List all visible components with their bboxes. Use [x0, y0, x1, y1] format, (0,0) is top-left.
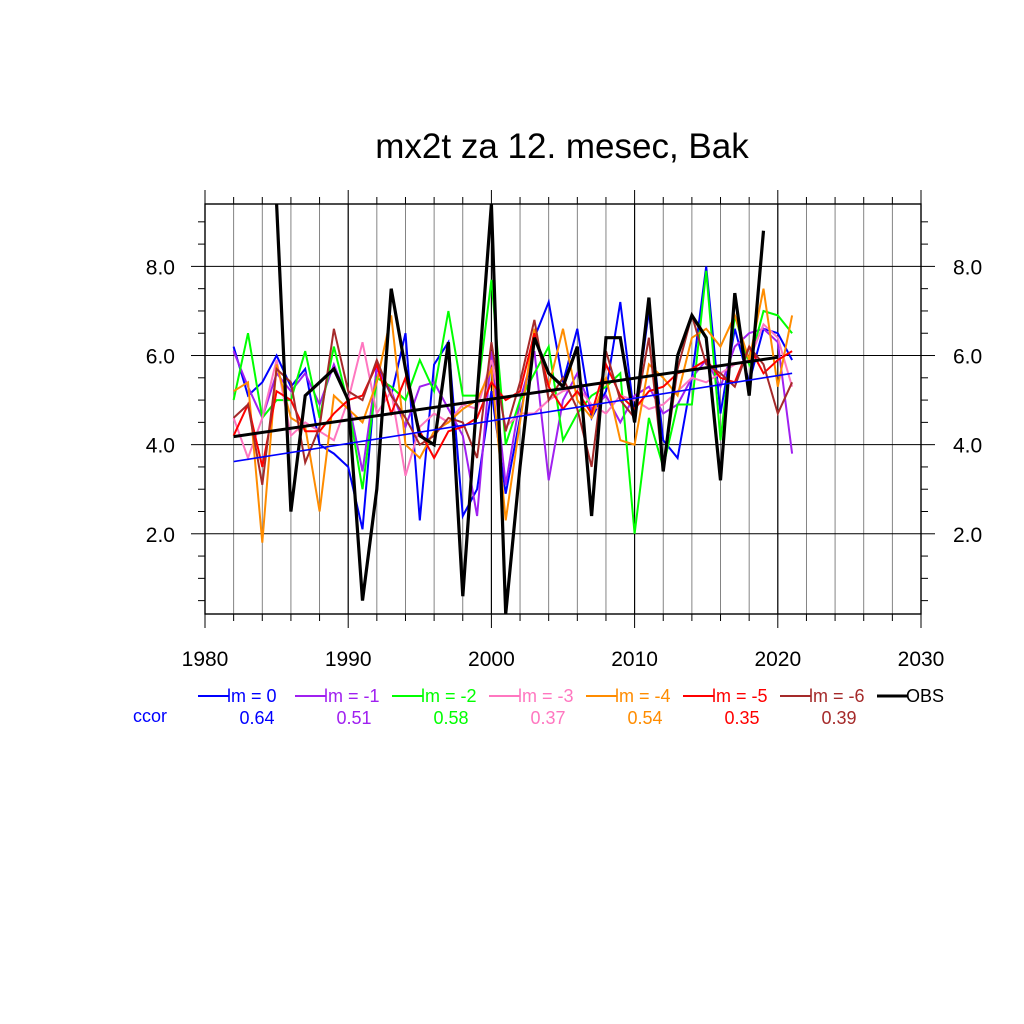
- y-tick-label: 4.0: [146, 435, 175, 458]
- series-line: [232, 322, 794, 477]
- y-tick-label: 6.0: [146, 346, 175, 369]
- legend-label: lm = -1: [324, 686, 380, 706]
- y-tick-label: 2.0: [953, 524, 982, 547]
- y-tick-label: 4.0: [953, 435, 982, 458]
- legend-label: lm = 0: [227, 686, 277, 706]
- x-tick-label: 1990: [325, 648, 372, 671]
- y-tick-label: 8.0: [953, 256, 982, 279]
- ticks: 1980 1990 2000 2010 2020 2030 2.0 2.0 4.0 4.0 6.0 6…: [146, 190, 982, 671]
- legend-label: lm = -4: [615, 686, 671, 706]
- ccor-value: 0.64: [239, 708, 274, 728]
- ccor-label: ccor: [133, 706, 167, 726]
- trend-line: [233, 355, 779, 439]
- legend-label: OBS: [906, 686, 944, 706]
- y-tick-label: 6.0: [953, 346, 982, 369]
- ccor-value: 0.54: [627, 708, 662, 728]
- series-line: [275, 203, 766, 615]
- x-tick-label: 2000: [468, 648, 515, 671]
- series-line: [233, 288, 794, 543]
- legend-label: lm = -2: [421, 686, 477, 706]
- ccor-value: 0.35: [724, 708, 759, 728]
- x-tick-label: 2030: [898, 648, 945, 671]
- legend-label: lm = -5: [712, 686, 768, 706]
- x-tick-label: 1980: [182, 648, 229, 671]
- y-tick-label: 2.0: [146, 524, 175, 547]
- series-line: [232, 311, 794, 485]
- x-tick-label: 2020: [754, 648, 801, 671]
- legend-label: lm = -3: [518, 686, 574, 706]
- ccor-value: 0.37: [530, 708, 565, 728]
- trend-line: [233, 372, 793, 463]
- series-layer: [232, 203, 794, 615]
- plot-border: [204, 203, 922, 615]
- ccor-value: 0.58: [433, 708, 468, 728]
- ccor-value: 0.51: [336, 708, 371, 728]
- x-tick-label: 2010: [611, 648, 658, 671]
- plot-frame: [204, 203, 922, 615]
- chart-title: mx2t za 12. mesec, Bak: [375, 127, 749, 166]
- ccor-value: 0.39: [821, 708, 856, 728]
- y-tick-label: 8.0: [146, 256, 175, 279]
- legend-label: lm = -6: [809, 686, 865, 706]
